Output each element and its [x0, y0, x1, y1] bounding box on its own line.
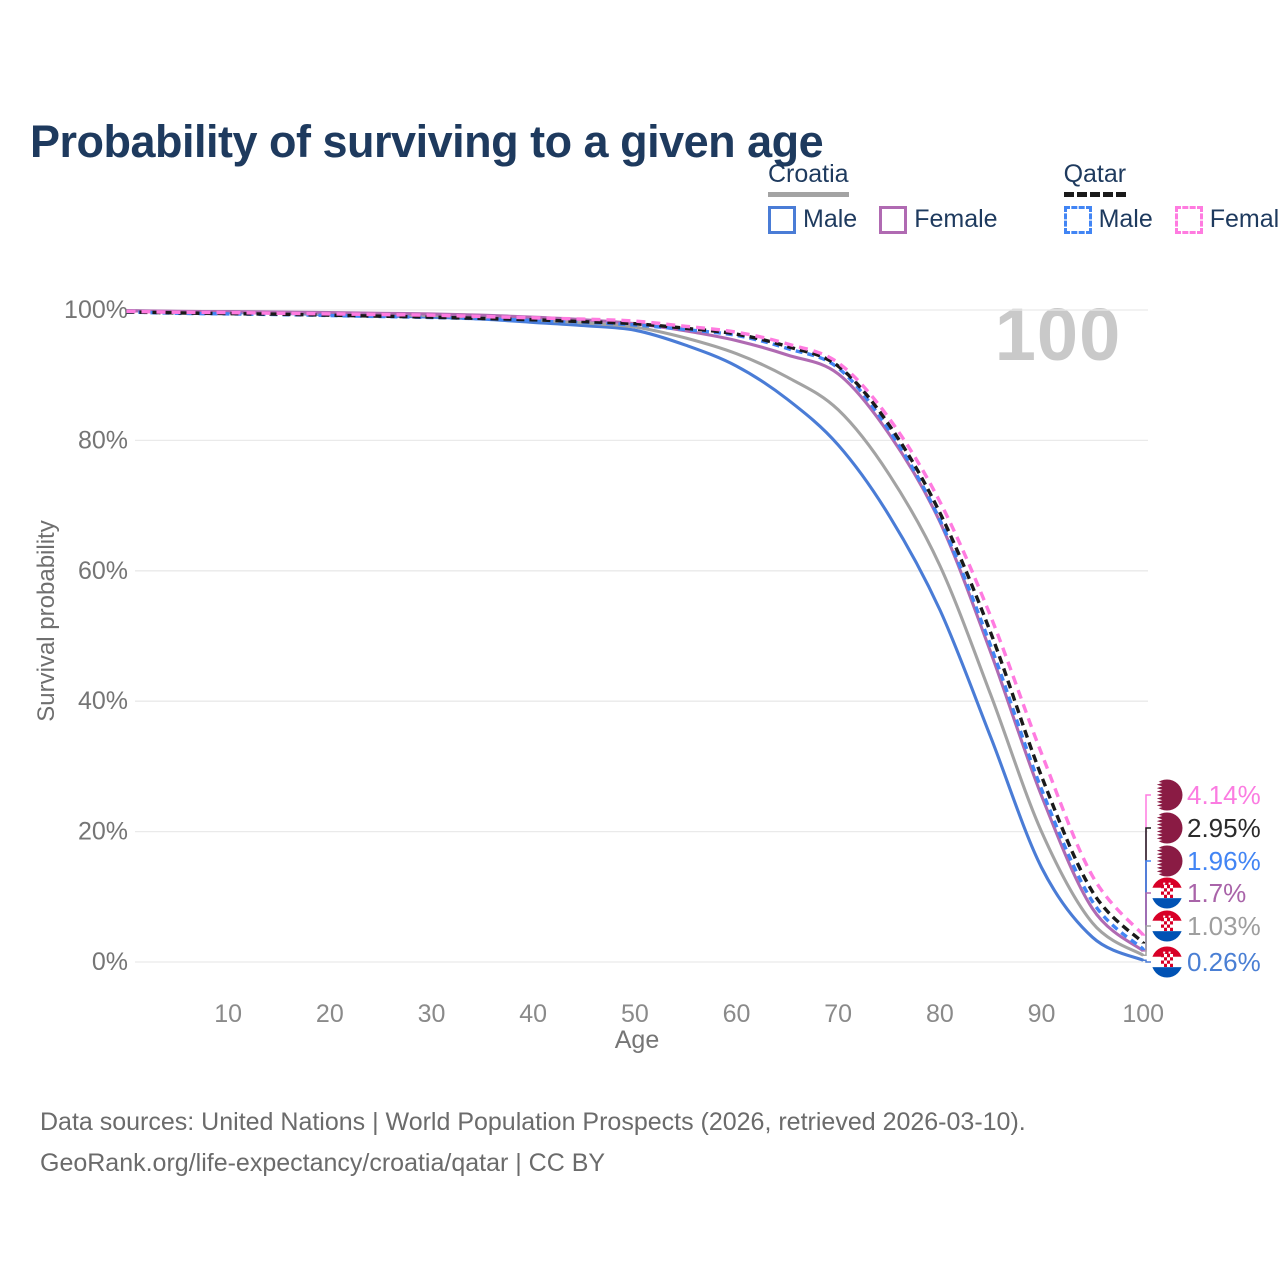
legend-items-croatia: Male Female: [768, 205, 998, 234]
y-tick-label-60%: 60%: [78, 557, 128, 585]
series-line-qatar-female[interactable]: [126, 309, 1145, 937]
y-tick-label-0%: 0%: [92, 948, 128, 976]
chart-legend: Croatia Male Female Qatar Male: [768, 160, 1280, 234]
legend-croatia-label: Croatia: [768, 160, 849, 188]
leader-line-qatar-male: [1143, 860, 1151, 950]
croatia-male-swatch-icon: [768, 205, 796, 234]
x-tick-label-60: 60: [723, 1000, 751, 1028]
end-label-qatar-both: 2.95%: [1187, 813, 1261, 843]
legend-qatar-label: Qatar: [1063, 160, 1127, 188]
age-watermark: 100: [994, 293, 1122, 376]
legend-items-qatar: Male Female: [1063, 205, 1280, 234]
legend-item-label: Female: [914, 205, 998, 233]
footer-attribution: GeoRank.org/life-expectancy/croatia/qata…: [40, 1149, 606, 1177]
legend-series-croatia-total[interactable]: Croatia: [768, 160, 849, 197]
x-axis-title: Age: [614, 1026, 660, 1054]
x-tick-label-10: 10: [214, 1000, 242, 1028]
y-tick-label-80%: 80%: [78, 426, 128, 454]
legend-group-qatar: Qatar Male Female: [1063, 160, 1280, 234]
x-tick-label-40: 40: [519, 1000, 547, 1028]
leader-line-croatia-male: [1143, 959, 1151, 963]
legend-item-croatia-male[interactable]: Male: [768, 205, 857, 234]
x-tick-label-90: 90: [1028, 1000, 1056, 1028]
croatia-flag-icon: [1151, 910, 1183, 942]
croatia-female-swatch-icon: [879, 205, 908, 234]
x-tick-label-30: 30: [418, 1000, 446, 1028]
legend-item-label: Male: [1098, 205, 1153, 233]
footer-data-sources: Data sources: United Nations | World Pop…: [40, 1108, 1026, 1136]
croatia-flag-icon: [1151, 877, 1183, 909]
x-tick-label-70: 70: [824, 1000, 852, 1028]
series-line-croatia-female[interactable]: [126, 309, 1145, 953]
legend-item-croatia-female[interactable]: Female: [879, 205, 998, 234]
qatar-flag-icon: [1151, 845, 1183, 877]
leader-line-qatar-female: [1143, 794, 1151, 936]
leader-line-croatia-female: [1143, 892, 1151, 952]
y-axis-title: Survival probability: [33, 520, 60, 722]
legend-item-qatar-male[interactable]: Male: [1063, 205, 1153, 234]
legend-group-croatia: Croatia Male Female: [768, 160, 998, 234]
legend-item-qatar-female[interactable]: Female: [1174, 205, 1280, 234]
page-title: Probability of surviving to a given age: [30, 116, 824, 168]
legend-item-label: Female: [1209, 205, 1280, 233]
x-tick-label-20: 20: [316, 1000, 344, 1028]
series-line-qatar-both[interactable]: [126, 310, 1145, 945]
croatia-flag-icon: [1151, 946, 1183, 978]
end-label-croatia-female: 1.7%: [1187, 878, 1246, 908]
end-label-qatar-female: 4.14%: [1187, 780, 1261, 810]
qatar-flag-icon: [1151, 779, 1183, 811]
y-tick-label-20%: 20%: [78, 818, 128, 846]
leader-line-croatia-both: [1143, 925, 1151, 957]
end-label-qatar-male: 1.96%: [1187, 846, 1261, 876]
end-label-croatia-both: 1.03%: [1187, 911, 1261, 941]
x-tick-label-50: 50: [621, 1000, 649, 1028]
legend-series-qatar-total[interactable]: Qatar: [1063, 160, 1127, 197]
series-line-qatar-male[interactable]: [126, 310, 1145, 951]
qatar-female-swatch-icon: [1174, 205, 1203, 234]
end-label-croatia-male: 0.26%: [1187, 947, 1261, 977]
qatar-flag-icon: [1151, 812, 1183, 844]
x-tick-label-100: 100: [1122, 1000, 1164, 1028]
y-tick-label-100%: 100%: [64, 296, 128, 324]
x-tick-label-80: 80: [926, 1000, 954, 1028]
legend-item-label: Male: [803, 205, 858, 233]
footer: Data sources: United Nations | World Pop…: [40, 1102, 1026, 1184]
y-tick-label-40%: 40%: [78, 687, 128, 715]
qatar-male-swatch-icon: [1063, 205, 1092, 234]
